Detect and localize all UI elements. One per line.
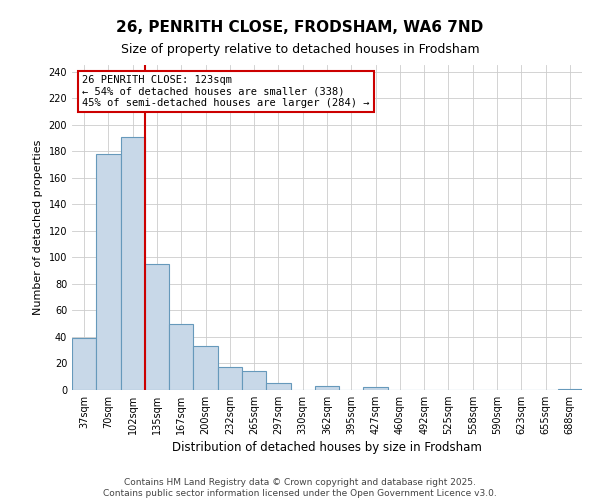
Bar bbox=[169, 324, 193, 390]
Bar bbox=[558, 388, 582, 390]
Text: Contains HM Land Registry data © Crown copyright and database right 2025.
Contai: Contains HM Land Registry data © Crown c… bbox=[103, 478, 497, 498]
Bar bbox=[242, 372, 266, 390]
Bar bbox=[72, 338, 96, 390]
Text: Size of property relative to detached houses in Frodsham: Size of property relative to detached ho… bbox=[121, 42, 479, 56]
Bar bbox=[315, 386, 339, 390]
X-axis label: Distribution of detached houses by size in Frodsham: Distribution of detached houses by size … bbox=[172, 442, 482, 454]
Bar bbox=[121, 136, 145, 390]
Bar bbox=[218, 368, 242, 390]
Bar bbox=[145, 264, 169, 390]
Text: 26 PENRITH CLOSE: 123sqm
← 54% of detached houses are smaller (338)
45% of semi-: 26 PENRITH CLOSE: 123sqm ← 54% of detach… bbox=[82, 74, 370, 108]
Y-axis label: Number of detached properties: Number of detached properties bbox=[33, 140, 43, 315]
Bar bbox=[193, 346, 218, 390]
Bar bbox=[96, 154, 121, 390]
Bar bbox=[364, 388, 388, 390]
Text: 26, PENRITH CLOSE, FRODSHAM, WA6 7ND: 26, PENRITH CLOSE, FRODSHAM, WA6 7ND bbox=[116, 20, 484, 35]
Bar bbox=[266, 384, 290, 390]
